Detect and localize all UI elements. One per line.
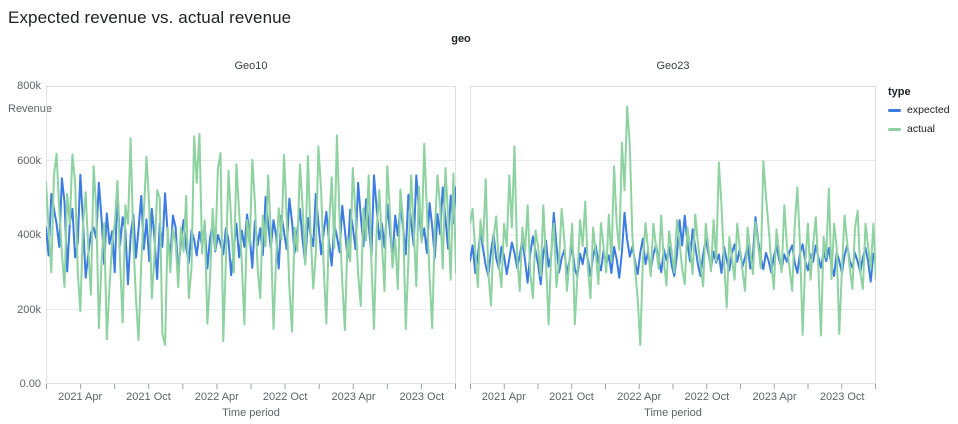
legend-item-label: expected — [907, 104, 950, 116]
y-axis: Revenue 800k 600k 400k 200k 0.00 — [8, 59, 52, 399]
actual-series-swatch-icon — [888, 128, 901, 131]
x-tick-label: 2023 Oct — [399, 391, 445, 403]
series-line-expected[interactable] — [470, 211, 876, 286]
legend-item-label: actual — [907, 123, 936, 135]
line-chart-geo23[interactable] — [470, 86, 876, 390]
expected-series-swatch-icon — [888, 109, 901, 112]
y-axis-title: Revenue — [8, 103, 53, 115]
x-axis-title: Time period — [222, 407, 280, 419]
x-tick-label: 2022 Oct — [262, 391, 308, 403]
series-line-expected[interactable] — [46, 173, 456, 286]
legend-item-actual[interactable]: actual — [888, 123, 956, 136]
x-tick-label: 2022 Apr — [617, 391, 662, 403]
x-tick-label: 2023 Apr — [331, 391, 376, 403]
legend: type expected actual — [876, 59, 956, 142]
charts-row: Revenue 800k 600k 400k 200k 0.00 Geo10 2021 … — [8, 59, 950, 420]
y-tick-label: 0.00 — [19, 378, 41, 390]
series-line-actual[interactable] — [46, 132, 456, 346]
x-axis-tick-labels: 2021 Apr 2021 Oct 2022 Apr 2022 Oct 2023 Apr… — [46, 390, 456, 404]
page-title: Expected revenue vs. actual revenue — [8, 8, 292, 27]
x-tick-label: 2021 Apr — [58, 391, 103, 403]
x-tick-label: 2022 Apr — [194, 391, 239, 403]
series-line-actual[interactable] — [470, 105, 876, 346]
facet-title: Geo23 — [656, 60, 690, 72]
x-tick-label: 2021 Oct — [126, 391, 171, 403]
x-axis-tick-labels: 2021 Apr 2021 Oct 2022 Apr 2022 Oct 2023 Apr… — [470, 390, 876, 404]
x-tick-label: 2023 Apr — [752, 391, 797, 403]
y-tick-label: 200k — [17, 303, 41, 316]
facet-geo23: Geo23 2021 Apr 2021 Oct 2022 Apr 2022 Oct 20… — [470, 59, 876, 420]
x-tick-label: 2021 Apr — [481, 391, 526, 403]
facet-dimension-header: geo — [451, 33, 471, 45]
legend-item-expected[interactable]: expected — [888, 104, 956, 117]
x-tick-label: 2021 Oct — [549, 391, 594, 403]
y-tick-label: 400k — [17, 229, 41, 241]
y-tick-label: 600k — [17, 154, 41, 167]
facet-geo10: Geo10 2021 Apr 2021 Oct 2022 Apr 2022 Oct 20… — [46, 59, 456, 420]
x-tick-label: 2023 Oct — [819, 391, 865, 403]
y-tick-label: 800k — [17, 80, 41, 92]
facet-title: Geo10 — [234, 60, 268, 72]
x-tick-label: 2022 Oct — [684, 391, 730, 403]
legend-title: type — [888, 86, 911, 98]
x-axis-title: Time period — [644, 407, 702, 419]
line-chart-geo10[interactable] — [46, 86, 456, 390]
